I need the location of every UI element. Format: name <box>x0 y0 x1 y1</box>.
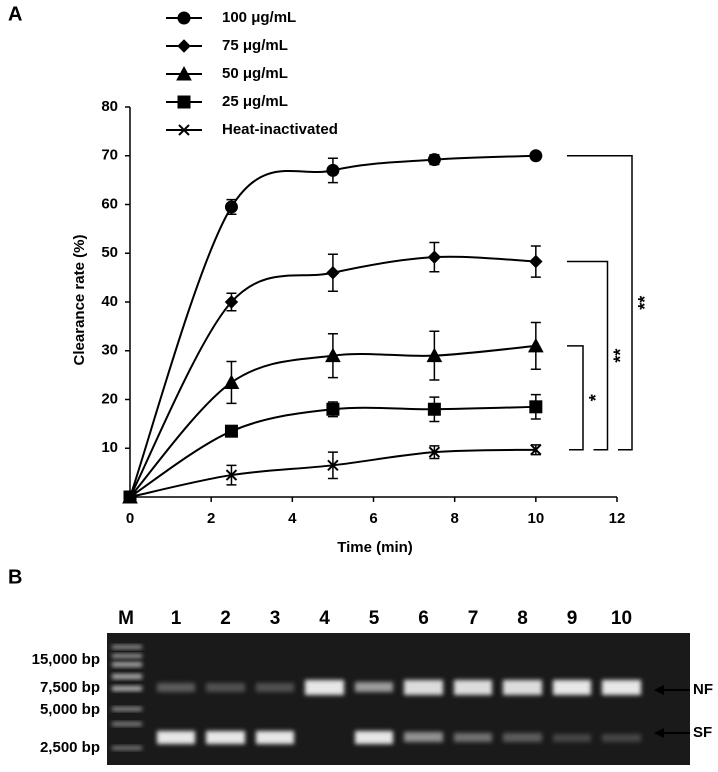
significance-label: * <box>586 394 606 401</box>
marker <box>427 402 441 416</box>
significance-bracket <box>567 260 609 451</box>
marker <box>426 347 443 363</box>
band-label: NF <box>693 681 713 698</box>
lane-label: 10 <box>611 608 632 629</box>
marker <box>326 163 340 177</box>
lane-label: M <box>118 608 134 629</box>
panel-label: A <box>8 3 22 25</box>
legend-label: Heat-inactivated <box>222 121 338 138</box>
marker <box>327 459 339 472</box>
marker <box>530 444 542 456</box>
band-label: SF <box>693 724 712 741</box>
marker-label: 2,500 bp <box>40 739 100 756</box>
marker <box>529 400 543 414</box>
marker <box>177 39 191 53</box>
panel-label: B <box>8 566 22 588</box>
lane-label: 1 <box>171 608 182 629</box>
y-tick-label: 50 <box>101 244 118 261</box>
marker <box>427 153 441 167</box>
significance-label: ** <box>635 296 655 310</box>
marker-label: 7,500 bp <box>40 679 100 696</box>
ladder <box>112 645 142 750</box>
marker <box>428 446 441 458</box>
bands <box>157 680 641 744</box>
gel-background <box>107 633 690 765</box>
legend-label: 50 μg/mL <box>222 65 288 82</box>
marker <box>177 11 191 25</box>
significance-label: ** <box>610 349 630 363</box>
marker <box>527 337 544 353</box>
marker <box>326 402 340 416</box>
x-tick-label: 8 <box>450 510 458 527</box>
x-tick-label: 0 <box>126 510 134 527</box>
legend-label: 100 μg/mL <box>222 9 296 26</box>
marker <box>427 250 442 264</box>
lane-label: 7 <box>468 608 479 629</box>
line <box>129 255 536 498</box>
y-tick-label: 60 <box>101 195 118 212</box>
significance-bracket <box>567 155 633 451</box>
x-tick-label: 4 <box>288 510 297 527</box>
y-tick-label: 20 <box>101 390 118 407</box>
line <box>129 154 536 498</box>
y-tick-label: 40 <box>101 293 118 310</box>
marker-label: 5,000 bp <box>40 701 100 718</box>
lane-label: 9 <box>567 608 578 629</box>
x-axis-label: Time (min) <box>337 539 413 556</box>
marker <box>325 347 341 363</box>
x-tick-label: 2 <box>207 510 215 527</box>
lane-label: 8 <box>517 608 528 629</box>
gel-image <box>107 633 690 765</box>
lane-label: 6 <box>418 608 429 629</box>
marker <box>124 491 136 503</box>
significance-bracket <box>567 345 584 451</box>
lane-label: 3 <box>270 608 281 629</box>
arrow <box>654 685 690 738</box>
marker <box>529 149 543 163</box>
marker <box>223 374 240 389</box>
lane-label: 5 <box>369 608 380 629</box>
legend-label: 25 μg/mL <box>222 93 288 110</box>
legend-label: 75 μg/mL <box>222 37 288 54</box>
marker <box>178 124 190 136</box>
marker <box>224 424 238 438</box>
marker <box>224 200 238 214</box>
x-tick-label: 12 <box>609 510 626 527</box>
lane-label: 4 <box>319 608 330 629</box>
y-tick-label: 10 <box>101 439 118 456</box>
x-tick-label: 10 <box>527 510 544 527</box>
lane-label: 2 <box>220 608 231 629</box>
marker <box>326 266 340 280</box>
y-tick-label: 30 <box>101 342 118 359</box>
x-tick-label: 6 <box>369 510 377 527</box>
marker-label: 15,000 bp <box>32 651 100 668</box>
marker <box>224 295 239 309</box>
marker <box>177 95 191 109</box>
y-tick-label: 80 <box>101 98 118 115</box>
marker <box>529 254 543 269</box>
marker <box>176 65 192 81</box>
y-axis-label: Clearance rate (%) <box>71 235 88 366</box>
y-tick-label: 70 <box>101 147 118 164</box>
marker <box>225 469 238 481</box>
